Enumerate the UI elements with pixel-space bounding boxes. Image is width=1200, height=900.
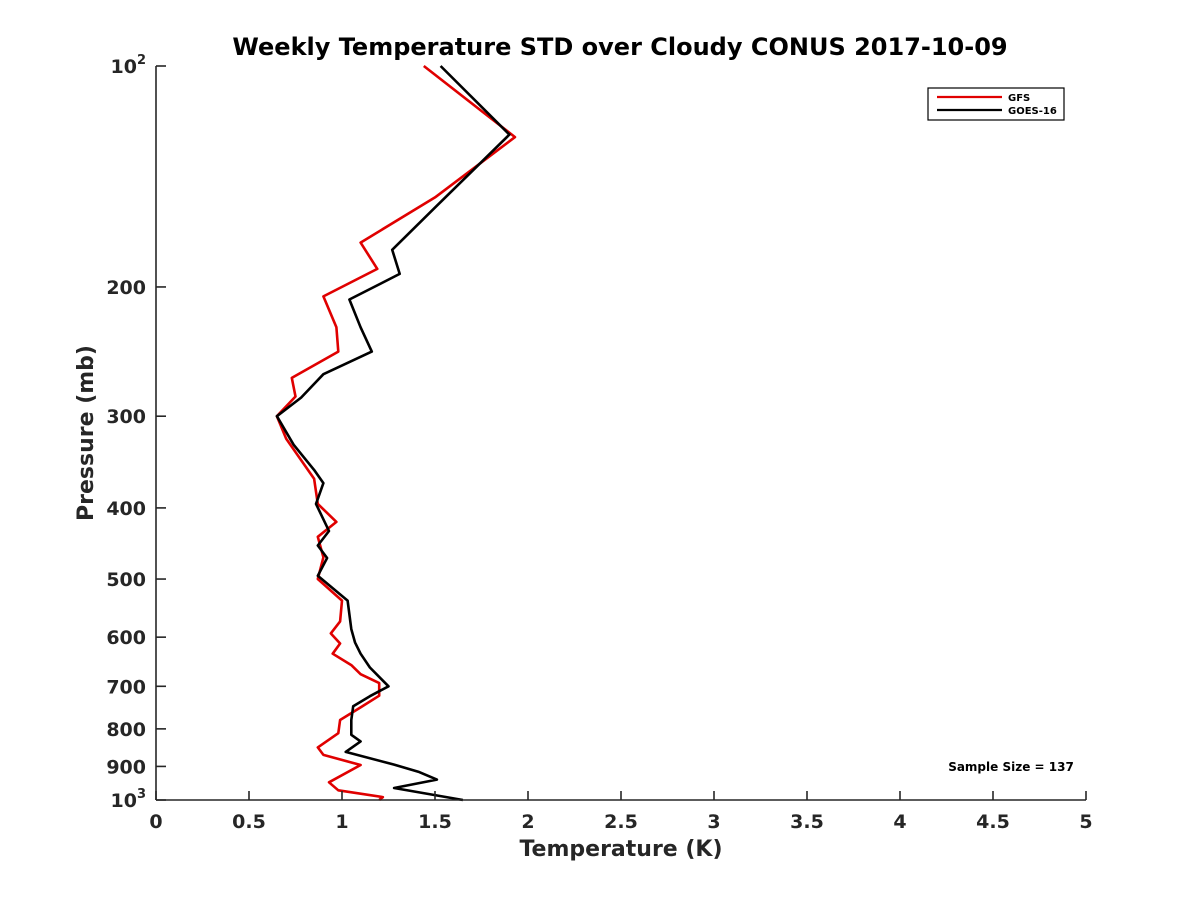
x-tick-label: 4 bbox=[893, 811, 906, 833]
x-tick-label: 4.5 bbox=[976, 811, 1010, 833]
x-tick-label: 1 bbox=[335, 811, 348, 833]
x-tick-label: 0 bbox=[149, 811, 162, 833]
chart-title: Weekly Temperature STD over Cloudy CONUS… bbox=[232, 33, 1007, 61]
x-tick-label: 2 bbox=[521, 811, 534, 833]
y-tick-label: 700 bbox=[106, 676, 146, 698]
x-tick-label: 5 bbox=[1079, 811, 1092, 833]
y-tick-label: 600 bbox=[106, 627, 146, 649]
legend: GFS GOES-16 bbox=[927, 87, 1065, 121]
y-tick-label: 102 bbox=[111, 53, 147, 78]
x-ticks: 0 0.5 1 1.5 2 2.5 3 3.5 4 4.5 5 bbox=[149, 791, 1093, 833]
y-tick-label: 200 bbox=[106, 277, 146, 299]
y-ticks: 102 200 300 400 500 600 700 800 900 103 bbox=[106, 53, 166, 812]
y-tick-label: 800 bbox=[106, 719, 146, 741]
legend-box bbox=[927, 87, 1065, 121]
y-tick-label: 900 bbox=[106, 756, 146, 778]
x-tick-label: 3.5 bbox=[790, 811, 824, 833]
y-tick-label: 103 bbox=[111, 787, 147, 812]
plot-area bbox=[156, 66, 1086, 800]
y-tick-label: 300 bbox=[106, 406, 146, 428]
x-tick-label: 0.5 bbox=[232, 811, 266, 833]
y-tick-label: 500 bbox=[106, 569, 146, 591]
x-tick-label: 1.5 bbox=[418, 811, 452, 833]
series-layer bbox=[275, 64, 517, 802]
x-tick-label: 3 bbox=[707, 811, 720, 833]
legend-label-gfs: GFS bbox=[1008, 93, 1030, 104]
series-line-gfs bbox=[275, 64, 517, 802]
x-tick-label: 2.5 bbox=[604, 811, 638, 833]
series-line-goes16 bbox=[275, 65, 511, 802]
x-axis-label: Temperature (K) bbox=[519, 837, 722, 862]
sample-size-annotation: Sample Size = 137 bbox=[948, 760, 1074, 774]
y-tick-label: 400 bbox=[106, 498, 146, 520]
legend-label-goes16: GOES-16 bbox=[1008, 106, 1057, 117]
y-axis-label: Pressure (mb) bbox=[74, 345, 99, 521]
